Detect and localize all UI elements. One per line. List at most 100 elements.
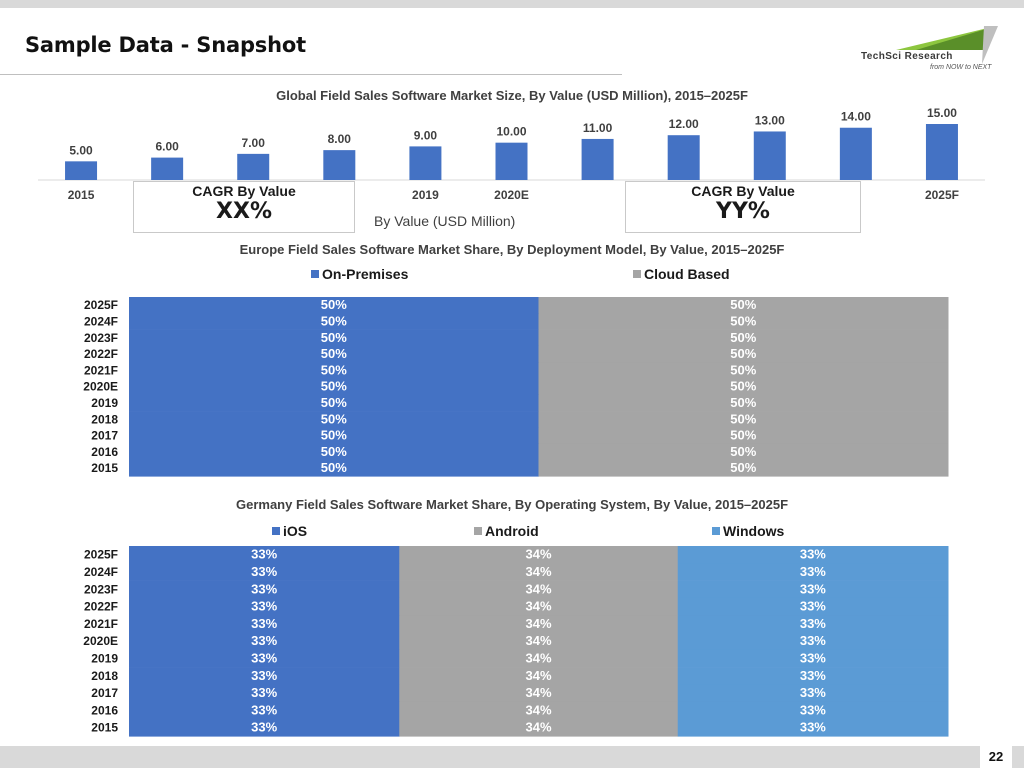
- chart1-title: Global Field Sales Software Market Size,…: [276, 88, 748, 103]
- data-label: 50%: [730, 297, 756, 312]
- bar-segment: [129, 632, 400, 651]
- data-label: 50%: [730, 379, 756, 394]
- chart3-legend-item: iOS: [272, 523, 307, 539]
- bar-segment: [399, 649, 679, 668]
- bar-segment: [129, 329, 539, 347]
- bar-segment: [399, 701, 679, 720]
- data-label: 15.00: [927, 106, 957, 120]
- bottom-bar: [0, 746, 1024, 768]
- data-label: 33%: [800, 564, 826, 579]
- data-label: 50%: [730, 460, 756, 475]
- y-tick-label: 2018: [91, 412, 118, 426]
- data-label: 50%: [730, 411, 756, 426]
- data-label: 33%: [251, 581, 277, 596]
- data-label: 50%: [321, 330, 347, 345]
- data-label: 50%: [730, 395, 756, 410]
- data-label: 33%: [800, 668, 826, 683]
- bar-segment: [677, 719, 949, 737]
- data-label: 33%: [251, 720, 277, 735]
- bar-segment: [538, 362, 949, 379]
- data-label: 34%: [525, 547, 551, 562]
- cagr-value: XX%: [216, 199, 272, 224]
- y-tick-label: 2023F: [84, 331, 118, 345]
- data-label: 50%: [321, 362, 347, 377]
- chart1-axis-caption: By Value (USD Million): [374, 213, 516, 229]
- data-label: 6.00: [155, 140, 179, 154]
- bar-segment: [129, 297, 539, 314]
- bar-segment: [129, 563, 400, 581]
- bar-segment: [677, 546, 949, 564]
- bar: [151, 157, 184, 180]
- y-tick-label: 2015: [91, 721, 118, 735]
- legend-label: Android: [485, 523, 539, 539]
- bar: [667, 135, 700, 180]
- data-label: 8.00: [328, 132, 352, 146]
- data-label: 11.00: [583, 121, 613, 135]
- legend-label: iOS: [283, 523, 308, 539]
- bar-segment: [677, 615, 949, 633]
- bar-segment: [538, 427, 949, 444]
- data-label: 33%: [251, 650, 277, 665]
- data-label: 50%: [321, 379, 347, 394]
- bar-segment: [399, 597, 679, 616]
- y-tick-label: 2023F: [84, 582, 118, 596]
- bar-segment: [129, 615, 400, 633]
- bar-segment: [538, 313, 949, 330]
- top-bar: [0, 0, 1024, 8]
- data-label: 34%: [525, 650, 551, 665]
- data-label: 33%: [800, 685, 826, 700]
- legend-swatch: [474, 527, 482, 535]
- data-label: 33%: [251, 616, 277, 631]
- bar-segment: [677, 684, 949, 702]
- bar-segment: [129, 546, 400, 564]
- germany-os-stacked-chart: 2025F 33% 34% 33% 2024F 33% 34% 33% 2023F 33% 34% 3…: [83, 546, 949, 737]
- y-tick-label: 2024F: [84, 565, 118, 579]
- bar: [409, 146, 442, 180]
- bar-segment: [399, 667, 679, 685]
- data-label: 50%: [321, 460, 347, 475]
- data-label: 33%: [251, 633, 277, 648]
- y-tick-label: 2022F: [84, 347, 118, 361]
- data-label: 14.00: [841, 110, 871, 124]
- data-label: 34%: [525, 702, 551, 717]
- y-tick-label: 2025F: [84, 548, 118, 562]
- page-title: Sample Data - Snapshot: [25, 33, 306, 57]
- chart3-legend-item: Windows: [712, 523, 784, 539]
- cagr-label: CAGR By Value: [192, 183, 296, 199]
- bar-segment: [677, 649, 949, 668]
- cagr-value: YY%: [716, 199, 770, 224]
- y-tick-label: 2018: [91, 669, 118, 683]
- bar-segment: [538, 394, 949, 412]
- bar: [237, 153, 270, 180]
- legend-label: On-Premises: [322, 266, 409, 282]
- bar-segment: [399, 632, 679, 651]
- data-label: 33%: [800, 599, 826, 614]
- legend-swatch: [272, 527, 280, 535]
- bar-segment: [129, 378, 539, 396]
- data-label: 33%: [251, 599, 277, 614]
- data-label: 34%: [525, 720, 551, 735]
- x-tick-label: 2020E: [494, 188, 529, 202]
- bar-segment: [129, 597, 400, 616]
- legend-swatch: [311, 270, 319, 278]
- logo-name: TechSci Research: [861, 51, 953, 62]
- data-label: 34%: [525, 599, 551, 614]
- bar: [839, 127, 872, 180]
- data-label: 50%: [730, 428, 756, 443]
- data-label: 33%: [800, 616, 826, 631]
- bar-segment: [129, 684, 400, 702]
- bar-segment: [538, 329, 949, 347]
- data-label: 50%: [730, 313, 756, 328]
- bar-segment: [129, 313, 539, 330]
- bar-segment: [129, 345, 539, 363]
- data-label: 10.00: [496, 125, 526, 139]
- bar-segment: [129, 362, 539, 379]
- data-label: 33%: [800, 650, 826, 665]
- data-label: 50%: [730, 346, 756, 361]
- bar-segment: [399, 615, 679, 633]
- bar-segment: [399, 546, 679, 564]
- bar: [495, 142, 528, 180]
- data-label: 50%: [321, 444, 347, 459]
- page-number: 22: [980, 746, 1012, 768]
- legend-swatch: [633, 270, 641, 278]
